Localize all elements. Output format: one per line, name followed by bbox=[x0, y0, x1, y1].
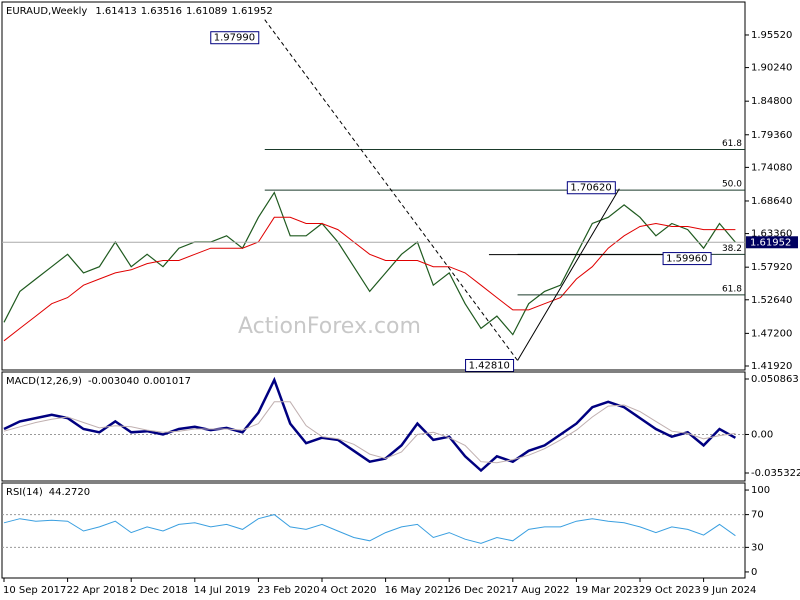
trend-line bbox=[264, 19, 518, 361]
y-tick-label: 70 bbox=[751, 510, 764, 521]
series-line bbox=[3, 401, 736, 464]
pivot-box bbox=[465, 358, 515, 372]
pivot-box bbox=[662, 252, 712, 266]
fib-label: 50.0 bbox=[722, 180, 742, 190]
y-tick-label: 1.84800 bbox=[751, 96, 792, 107]
ohlc-value: 1.63516 bbox=[141, 6, 182, 17]
panel-header: EURAUD,Weekly 1.61413 1.63516 1.61089 1.6195… bbox=[6, 6, 273, 17]
pivot-label: 1.70620 bbox=[570, 183, 611, 194]
y-tick-label: 1.47200 bbox=[751, 328, 792, 339]
ohlc-value: 1.61952 bbox=[231, 6, 272, 17]
pivot-label: 1.59960 bbox=[666, 254, 707, 265]
x-tick-label: 19 Mar 2023 bbox=[575, 585, 638, 596]
y-tick-label: 30 bbox=[751, 542, 764, 553]
fib-label: 38.2 bbox=[722, 244, 742, 254]
y-tick-label: 1.68640 bbox=[751, 196, 792, 207]
ohlc-value: 1.61089 bbox=[186, 6, 227, 17]
x-tick-label: 14 Jul 2019 bbox=[194, 585, 251, 596]
watermark: ActionForex.com bbox=[238, 314, 421, 339]
series-line bbox=[3, 514, 736, 544]
trend-line bbox=[517, 188, 620, 361]
y-tick-label: 0.00 bbox=[751, 429, 773, 440]
pivot-box bbox=[566, 181, 616, 195]
x-tick-label: 9 Jun 2024 bbox=[703, 585, 757, 596]
current-price-label: 1.61952 bbox=[750, 237, 791, 248]
y-tick-label: 1.52640 bbox=[751, 295, 792, 306]
y-tick-label: 1.57920 bbox=[751, 262, 792, 273]
series-line bbox=[3, 191, 736, 336]
x-tick-label: 7 Aug 2022 bbox=[512, 585, 570, 596]
panel-title: EURAUD,Weekly bbox=[6, 6, 87, 17]
x-tick-label: 16 May 2021 bbox=[385, 585, 450, 596]
fib-label: 61.8 bbox=[722, 139, 742, 149]
x-tick-label: 22 Apr 2018 bbox=[67, 585, 129, 596]
y-tick-label: 1.90240 bbox=[751, 63, 792, 74]
readout-value: -0.003040 bbox=[88, 376, 139, 387]
fib-label: 61.8 bbox=[722, 284, 742, 294]
panel-title: RSI(14) bbox=[6, 487, 43, 498]
pivot-box bbox=[210, 31, 260, 45]
x-tick-label: 2 Dec 2018 bbox=[130, 585, 188, 596]
y-tick-label: 1.79360 bbox=[751, 130, 792, 141]
panel-frame bbox=[1, 482, 746, 579]
panel-frame bbox=[1, 1, 746, 371]
x-tick-label: 23 Feb 2020 bbox=[257, 585, 319, 596]
y-tick-label: -0.035322 bbox=[751, 468, 800, 479]
pivot-label: 1.42810 bbox=[469, 360, 510, 371]
panel-header: MACD(12,26,9) -0.003040 0.001017 bbox=[6, 376, 191, 387]
x-tick-label: 26 Dec 2021 bbox=[448, 585, 512, 596]
y-tick-label: 1.95520 bbox=[751, 30, 792, 41]
y-tick-label: 0 bbox=[751, 567, 757, 578]
series-line bbox=[3, 216, 736, 342]
y-tick-label: 0.050863 bbox=[751, 374, 799, 385]
y-tick-label: 1.41920 bbox=[751, 361, 792, 372]
y-tick-label: 1.63360 bbox=[751, 229, 792, 240]
panel-title: MACD(12,26,9) bbox=[6, 376, 82, 387]
pivot-label: 1.97990 bbox=[214, 33, 255, 44]
x-tick-label: 4 Oct 2020 bbox=[321, 585, 376, 596]
series-line bbox=[3, 376, 737, 473]
panel-header: RSI(14) 44.2720 bbox=[6, 487, 90, 498]
x-tick-label: 10 Sep 2017 bbox=[3, 585, 66, 596]
y-tick-label: 1.74080 bbox=[751, 162, 792, 173]
x-tick-label: 29 Oct 2023 bbox=[639, 585, 701, 596]
ohlc-value: 1.61413 bbox=[95, 6, 136, 17]
y-tick-label: 100 bbox=[751, 485, 770, 496]
readout-value: 0.001017 bbox=[143, 376, 191, 387]
current-price-box bbox=[746, 236, 798, 249]
readout-value: 44.2720 bbox=[49, 487, 90, 498]
panel-frame bbox=[1, 371, 746, 482]
